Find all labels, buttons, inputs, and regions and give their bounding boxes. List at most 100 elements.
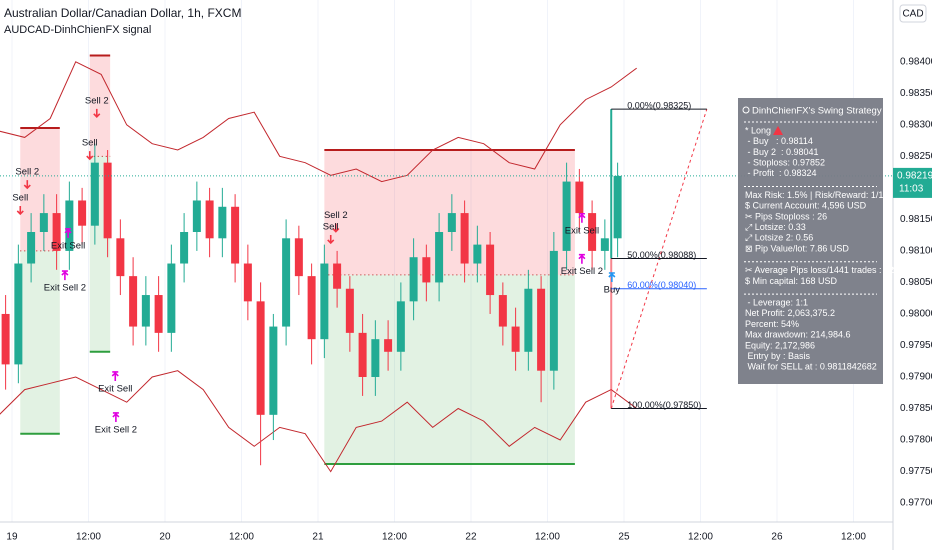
candle-body [154,295,163,333]
info-line: - Buy 2 : 0.98041 [745,147,819,157]
info-line: Max drawdown: 214,984.6 [745,330,851,340]
signal-arrow [578,212,586,223]
candle-body [180,232,189,264]
last-price-box [893,167,932,198]
candle [231,194,240,283]
info-line: - Buy : 0.98114 [745,136,813,146]
info-line: $ Min capital: 168 USD [745,276,838,286]
signal-arrow [327,234,335,245]
candle-body [409,257,418,302]
countdown-label: 11:03 [899,184,924,195]
info-line: * Long [745,125,771,135]
info-line: $ Current Account: 4,596 USD [745,201,867,211]
candle-body [269,326,278,415]
candle [396,282,405,371]
candle [358,313,367,396]
info-line: Wait for SELL at : 0.9811842682 [745,362,877,372]
info-line: Equity: 2,172,986 [745,340,815,350]
candle-body [600,238,609,251]
signal-label: Exit Sell [98,383,132,394]
signal-label: Sell [82,138,98,149]
candle [243,244,252,321]
candle-body [371,339,380,377]
signal-arrow [86,151,94,161]
candle [78,187,87,245]
signal-label: Sell 2 [85,95,109,106]
candle [1,295,10,390]
warning-icon [773,126,783,135]
candle-body [358,332,367,377]
signal-label: Exit Sell 2 [561,266,603,277]
candle-body [27,232,36,264]
candle [600,219,609,270]
candle [218,187,227,258]
currency-box[interactable] [899,4,927,23]
candle-body [435,232,444,283]
candle [269,313,278,441]
candle-body [486,244,495,296]
x-tick-label: 12:00 [535,532,560,543]
info-line: - Stoploss: 0.97852 [745,157,825,167]
candle [103,150,112,258]
candle [154,276,163,352]
signal-arrow [112,412,120,422]
candle-body [473,244,482,264]
candles [1,143,622,466]
candle-body [243,263,252,302]
info-line: Entry by : Basis [745,351,811,361]
signal-arrow [608,272,616,282]
candle [511,307,520,371]
chart-subtitle: AUDCAD-DinhChienFX signal [4,24,151,36]
candle [205,187,214,258]
candle-body [575,181,584,214]
candle [167,244,176,352]
currency[interactable]: CAD [902,9,923,20]
candle-body [562,181,571,251]
candle [613,162,622,258]
candle-body [588,213,597,251]
y-tick-label: 0.97850 [900,403,932,414]
info-panel [738,98,883,384]
info-line: Max Risk: 1.5% | Risk/Reward: 1/1 [745,190,883,200]
fib-label: 50.00%(0.98088) [627,250,696,260]
info-line: - Leverage: 1:1 [745,297,808,307]
candle-body [52,213,61,251]
info-line: Net Profit: 2,063,375.2 [745,308,835,318]
risk-zone [324,150,575,275]
signal-arrow [578,253,586,264]
candle-body [498,295,507,327]
candle-body [90,162,99,226]
candle-body [320,263,329,340]
candle [90,143,99,245]
candle-body [447,213,456,232]
candle-body [218,206,227,239]
candle [575,168,584,232]
candle-body [192,200,201,232]
candle [588,200,597,270]
candle [141,276,150,346]
candle [256,282,265,466]
signal-arrow [61,270,69,281]
candle-body [422,257,431,283]
candle [473,225,482,283]
envelope-upper [0,61,637,183]
candle-body [14,263,23,365]
candle-body [103,162,112,239]
candle [562,162,571,270]
candle [486,232,495,314]
candle-body [65,200,74,251]
candle [345,276,354,352]
candle [39,194,48,251]
info-line: ✂ Pips Stoploss : 26 [745,211,827,221]
envelope-lower [0,370,637,473]
x-tick-label: 12:00 [841,532,866,543]
x-tick-label: 12:00 [688,532,713,543]
x-tick-label: 12:00 [229,532,254,543]
candle-body [384,339,393,352]
candle-body [167,263,176,333]
